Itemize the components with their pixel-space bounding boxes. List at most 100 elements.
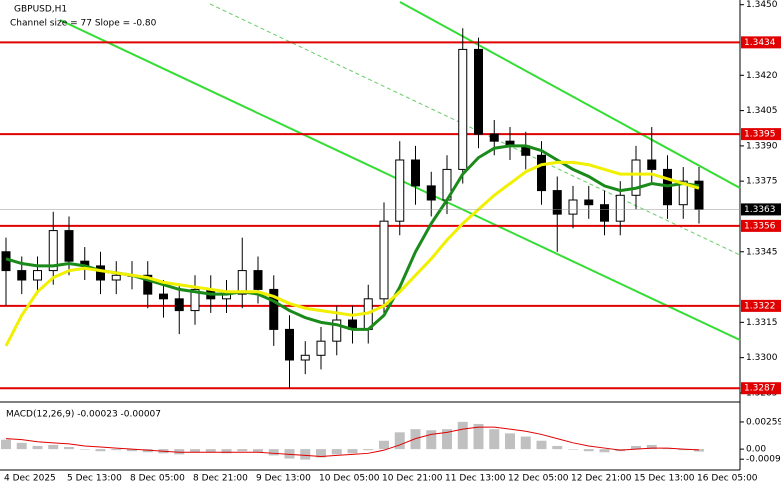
level-label: 1.3434 bbox=[744, 38, 776, 48]
y-tick-label: 1.3315 bbox=[746, 318, 778, 328]
candle-body bbox=[237, 270, 247, 295]
macd-bar bbox=[552, 445, 563, 450]
candle-body bbox=[615, 194, 625, 222]
x-tick-label: 15 Dec 13:00 bbox=[634, 474, 695, 484]
y-tick-label: 1.3300 bbox=[746, 353, 778, 363]
candle-body bbox=[489, 133, 499, 142]
macd-bar bbox=[394, 432, 405, 450]
candle-body bbox=[174, 298, 184, 312]
y-tick-label: -0.00096 bbox=[746, 455, 781, 465]
macd-bar bbox=[442, 429, 452, 450]
chart-title: GBPUSD,H1 bbox=[14, 5, 67, 15]
macd-bar bbox=[300, 449, 311, 460]
candle-body bbox=[631, 159, 641, 196]
y-tick-label: 1.3375 bbox=[746, 177, 778, 187]
candle-body bbox=[647, 159, 657, 170]
candle-body bbox=[316, 340, 326, 356]
macd-bar bbox=[457, 421, 468, 450]
macd-bar bbox=[505, 433, 515, 450]
x-tick-label: 9 Dec 13:00 bbox=[256, 474, 311, 484]
last-price-bg bbox=[741, 203, 781, 216]
candle-body bbox=[552, 190, 562, 215]
candle-body bbox=[111, 274, 121, 281]
macd-bar bbox=[662, 448, 673, 450]
macd-bar bbox=[631, 445, 641, 450]
macd-bar bbox=[536, 440, 547, 450]
candle-body bbox=[269, 288, 279, 330]
macd-bar bbox=[363, 449, 374, 451]
macd-bar bbox=[678, 449, 689, 451]
candle-body bbox=[474, 48, 483, 135]
macd-bar bbox=[520, 436, 531, 450]
candle-body bbox=[190, 288, 200, 312]
macd-bar bbox=[694, 449, 704, 452]
macd-bar bbox=[16, 442, 27, 450]
candle-body bbox=[568, 199, 578, 215]
macd-bar bbox=[599, 449, 610, 453]
x-tick-label: 8 Dec 05:00 bbox=[130, 474, 185, 484]
candle-body bbox=[678, 180, 688, 206]
macd-bar bbox=[268, 449, 279, 456]
x-tick-label: 16 Dec 05:00 bbox=[697, 474, 758, 484]
candle-body bbox=[332, 319, 342, 342]
level-label: 1.3287 bbox=[744, 384, 776, 394]
level-label-bg bbox=[741, 219, 781, 232]
macd-bar bbox=[32, 445, 43, 450]
macd-bar bbox=[473, 423, 484, 450]
y-tick-label: 1.3420 bbox=[746, 71, 778, 81]
macd-bar bbox=[583, 449, 594, 452]
macd-bar bbox=[127, 449, 137, 452]
level-label-bg bbox=[741, 299, 781, 312]
macd-bar bbox=[111, 449, 122, 451]
macd-bar bbox=[174, 449, 185, 455]
channel-line bbox=[399, 1, 741, 189]
candle-body bbox=[300, 354, 310, 361]
candle-body bbox=[64, 230, 74, 262]
candle-body bbox=[395, 159, 405, 222]
x-tick-label: 10 Dec 05:00 bbox=[319, 474, 380, 484]
candle-body bbox=[48, 230, 58, 272]
level-label-bg bbox=[741, 128, 781, 141]
macd-signal bbox=[5, 426, 700, 457]
macd-bar bbox=[426, 430, 437, 450]
candle-body bbox=[537, 154, 546, 192]
macd-bar bbox=[316, 449, 326, 458]
macd-bar bbox=[95, 449, 106, 452]
chart-subtitle: Channel size = 77 Slope = -0.80 bbox=[10, 19, 157, 29]
x-tick-label: 11 Dec 13:00 bbox=[445, 474, 506, 484]
y-tick-label: 1.3450 bbox=[746, 0, 778, 10]
candle-body bbox=[285, 328, 294, 361]
level-label: 1.3322 bbox=[744, 301, 776, 311]
candle-body bbox=[600, 204, 609, 222]
candle-body bbox=[253, 270, 263, 290]
macd-bar bbox=[190, 449, 200, 453]
y-tick-label: 0.00259 bbox=[746, 417, 781, 427]
level-label-bg bbox=[741, 36, 781, 49]
macd-bar bbox=[237, 449, 248, 452]
y-tick-label: 0.00 bbox=[746, 445, 766, 455]
macd-bar bbox=[48, 444, 59, 450]
macd-bar bbox=[253, 449, 263, 453]
candle-body bbox=[584, 199, 594, 206]
x-tick-label: 4 Dec 2025 bbox=[4, 474, 56, 484]
candle-body bbox=[426, 185, 436, 201]
candle-body bbox=[96, 265, 105, 281]
x-tick-label: 10 Dec 21:00 bbox=[382, 474, 443, 484]
macd-bar bbox=[79, 449, 90, 450]
y-tick-label: 1.3345 bbox=[746, 247, 778, 257]
x-tick-label: 12 Dec 05:00 bbox=[508, 474, 569, 484]
moving-average bbox=[4, 160, 700, 347]
macd-bar bbox=[284, 449, 295, 459]
x-tick-label: 8 Dec 21:00 bbox=[193, 474, 248, 484]
level-label: 1.3395 bbox=[744, 130, 776, 140]
level-label-bg bbox=[741, 382, 781, 395]
candle-body bbox=[33, 270, 42, 281]
macd-bar bbox=[379, 440, 389, 450]
macd-bar bbox=[347, 449, 358, 454]
macd-title: MACD(12,26,9) -0.00023 -0.00007 bbox=[6, 410, 161, 420]
macd-bar bbox=[331, 449, 342, 455]
x-tick-label: 12 Dec 21:00 bbox=[571, 474, 632, 484]
candle-body bbox=[379, 220, 389, 300]
